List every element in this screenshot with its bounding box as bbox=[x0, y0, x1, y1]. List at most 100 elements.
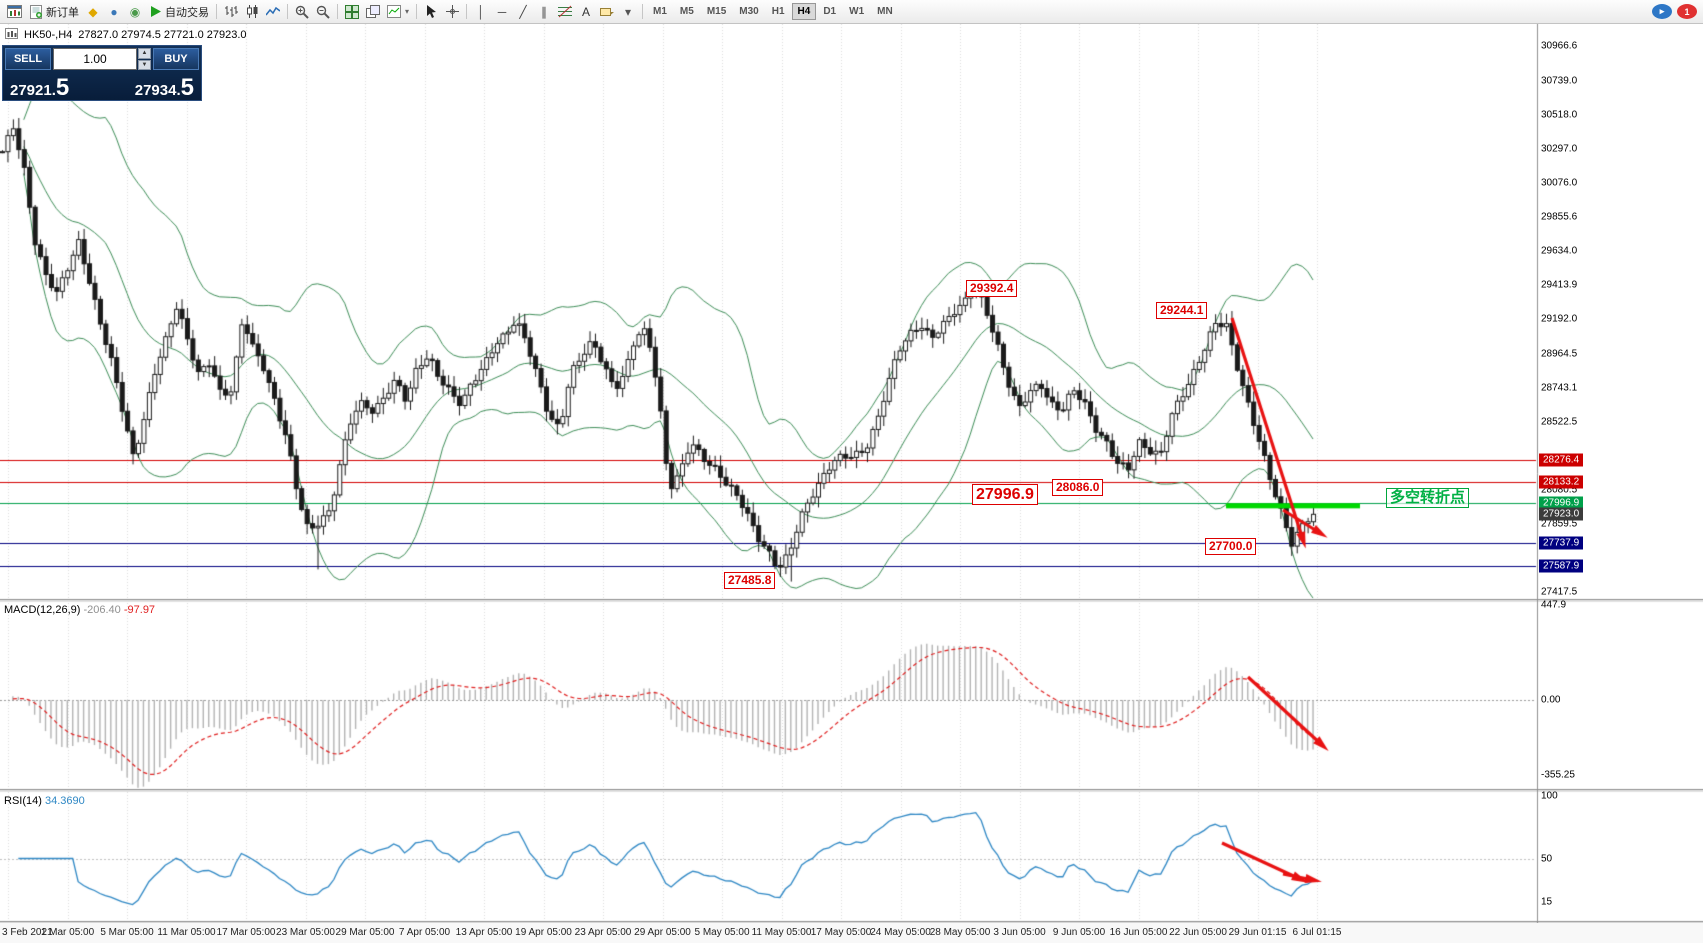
rsi-tick: 50 bbox=[1541, 853, 1553, 864]
toolbar-separator bbox=[216, 4, 217, 19]
refresh-icon[interactable]: ◉ bbox=[129, 4, 141, 19]
tile-windows-icon[interactable] bbox=[342, 2, 362, 22]
volume-stepper: ▲ ▼ bbox=[138, 48, 151, 70]
price-tick: 27859.5 bbox=[1541, 518, 1578, 530]
price-annotation[interactable]: 27996.9 bbox=[972, 484, 1038, 505]
sell-price[interactable]: 27921. 5 bbox=[10, 74, 70, 101]
buy-button[interactable]: BUY bbox=[153, 48, 199, 70]
time-label: 5 Mar 05:00 bbox=[100, 927, 154, 938]
volume-input[interactable]: 1.00 bbox=[53, 48, 137, 70]
price-annotation[interactable]: 28086.0 bbox=[1052, 479, 1104, 496]
community-icon[interactable]: ▸ bbox=[1652, 4, 1672, 19]
time-label: 6 Jul 01:15 bbox=[1292, 927, 1342, 938]
time-label: 3 Jun 05:00 bbox=[993, 927, 1046, 938]
channel-icon[interactable]: ∥ bbox=[541, 4, 548, 19]
price-tick: 29634.0 bbox=[1541, 245, 1578, 257]
time-label: 11 Mar 05:00 bbox=[157, 927, 216, 938]
indicators-icon[interactable]: ▾ bbox=[384, 2, 412, 22]
price-tick: 29413.9 bbox=[1541, 279, 1578, 291]
autotrading-button[interactable]: 自动交易 bbox=[146, 2, 212, 22]
price-annotation[interactable]: 27700.0 bbox=[1205, 538, 1257, 555]
timeframe-m30[interactable]: M30 bbox=[739, 6, 759, 17]
timeframe-w1[interactable]: W1 bbox=[849, 6, 865, 17]
trendline-icon[interactable]: ╱ bbox=[519, 4, 527, 19]
toolbar: 新订单 ◆ ● ◉ 自动交易 ▾ │ ─ ╱ ∥ A ▾ M1 M5 M15 M30 H1 H4 D1 W1 MN ▸ 1 bbox=[0, 0, 1703, 24]
chart-canvas[interactable] bbox=[0, 24, 1703, 923]
new-order-button[interactable]: 新订单 bbox=[26, 2, 82, 22]
time-label: 19 Apr 05:00 bbox=[515, 927, 572, 938]
buy-price[interactable]: 27934. 5 bbox=[134, 74, 194, 101]
macd-main-value: -206.40 bbox=[83, 604, 121, 616]
timeframe-mn[interactable]: MN bbox=[877, 6, 893, 17]
time-label: 17 Mar 05:00 bbox=[216, 927, 276, 938]
fibonacci-icon[interactable] bbox=[555, 2, 575, 22]
time-label: 22 Jun 05:00 bbox=[1169, 927, 1227, 938]
time-label: 29 Mar 05:00 bbox=[335, 927, 395, 938]
time-label: 24 May 05:00 bbox=[870, 927, 931, 938]
time-label: 16 Jun 05:00 bbox=[1109, 927, 1168, 938]
macd-tick: -355.25 bbox=[1541, 769, 1575, 781]
price-badge: 28133.2 bbox=[1539, 475, 1584, 489]
sell-button[interactable]: SELL bbox=[5, 48, 51, 70]
turning-point-label[interactable]: 多空转折点 bbox=[1386, 488, 1470, 508]
notifications-badge[interactable]: 1 bbox=[1677, 4, 1697, 19]
time-axis[interactable]: 3 Feb 2021 1 Mar 05:00 5 Mar 05:00 11 Mar 0… bbox=[0, 923, 1703, 943]
toolbar-separator bbox=[416, 4, 418, 19]
candlestick-chart-icon[interactable] bbox=[242, 2, 262, 22]
price-tick: 27417.5 bbox=[1541, 586, 1578, 598]
timeframe-h1[interactable]: H1 bbox=[771, 6, 785, 17]
price-badge: 28276.4 bbox=[1539, 453, 1584, 467]
label-icon[interactable] bbox=[597, 2, 617, 22]
crosshair-icon[interactable] bbox=[442, 2, 462, 22]
time-label: 1 Mar 05:00 bbox=[40, 927, 95, 938]
time-label: 7 Apr 05:00 bbox=[398, 927, 451, 938]
one-click-trading-panel: SELL 1.00 ▲ ▼ BUY 27921. 5 27934. 5 bbox=[2, 45, 202, 101]
zoom-in-icon[interactable] bbox=[292, 2, 312, 22]
timeframe-m5[interactable]: M5 bbox=[679, 6, 694, 17]
macd-tick: 0.00 bbox=[1541, 694, 1561, 706]
price-badge: 27737.9 bbox=[1539, 536, 1584, 550]
price-tick: 28743.1 bbox=[1541, 382, 1578, 394]
volume-up-icon[interactable]: ▲ bbox=[138, 48, 151, 59]
price-annotation[interactable]: 29392.4 bbox=[966, 280, 1018, 297]
price-axis[interactable]: 30966.6 30739.0 30518.0 30297.0 30076.0 29855… bbox=[1538, 24, 1703, 923]
rsi-tick: 100 bbox=[1541, 790, 1558, 802]
horizontal-line-icon[interactable]: ─ bbox=[497, 4, 507, 19]
cursor-icon[interactable] bbox=[421, 2, 441, 22]
price-annotation[interactable]: 29244.1 bbox=[1156, 302, 1208, 319]
shapes-dropdown[interactable]: ▾ bbox=[625, 4, 632, 19]
time-label: 3 Feb 2021 bbox=[2, 927, 53, 938]
text-icon[interactable]: A bbox=[582, 4, 591, 19]
price-badge: 27587.9 bbox=[1539, 559, 1584, 573]
chart-window-icon[interactable] bbox=[4, 2, 25, 22]
macd-signal-value: -97.97 bbox=[123, 604, 156, 616]
line-chart-icon[interactable] bbox=[263, 2, 283, 22]
time-label: 29 Jun 01:15 bbox=[1228, 927, 1287, 938]
timeframe-m1[interactable]: M1 bbox=[653, 6, 667, 17]
price-tick: 28964.5 bbox=[1541, 348, 1578, 360]
volume-down-icon[interactable]: ▼ bbox=[138, 59, 151, 70]
time-label: 11 May 05:00 bbox=[751, 927, 812, 938]
timeframe-d1[interactable]: D1 bbox=[823, 6, 837, 17]
market-icon[interactable]: ● bbox=[110, 4, 118, 19]
rsi-tick: 15 bbox=[1541, 896, 1553, 908]
toolbar-separator bbox=[287, 4, 288, 19]
time-label: 5 May 05:00 bbox=[694, 927, 750, 938]
time-label: 23 Apr 05:00 bbox=[574, 927, 632, 938]
zoom-out-icon[interactable] bbox=[313, 2, 333, 22]
timeframe-h4[interactable]: H4 bbox=[791, 3, 817, 20]
macd-tick: 447.9 bbox=[1541, 599, 1567, 611]
price-annotation[interactable]: 27485.8 bbox=[724, 572, 776, 589]
toolbar-separator bbox=[337, 4, 338, 19]
vertical-line-icon[interactable]: │ bbox=[477, 4, 485, 19]
time-label: 13 Apr 05:00 bbox=[455, 927, 513, 938]
time-label: 9 Jun 05:00 bbox=[1052, 927, 1106, 938]
bars-chart-icon[interactable] bbox=[221, 2, 241, 22]
arrange-windows-icon[interactable] bbox=[363, 2, 383, 22]
price-badge: 27923.0 bbox=[1539, 507, 1584, 521]
price-tick: 30297.0 bbox=[1541, 143, 1578, 155]
price-tick: 30966.6 bbox=[1541, 40, 1578, 52]
toolbar-separator bbox=[466, 4, 468, 19]
metaeditor-icon[interactable]: ◆ bbox=[88, 4, 98, 19]
timeframe-m15[interactable]: M15 bbox=[706, 6, 727, 17]
